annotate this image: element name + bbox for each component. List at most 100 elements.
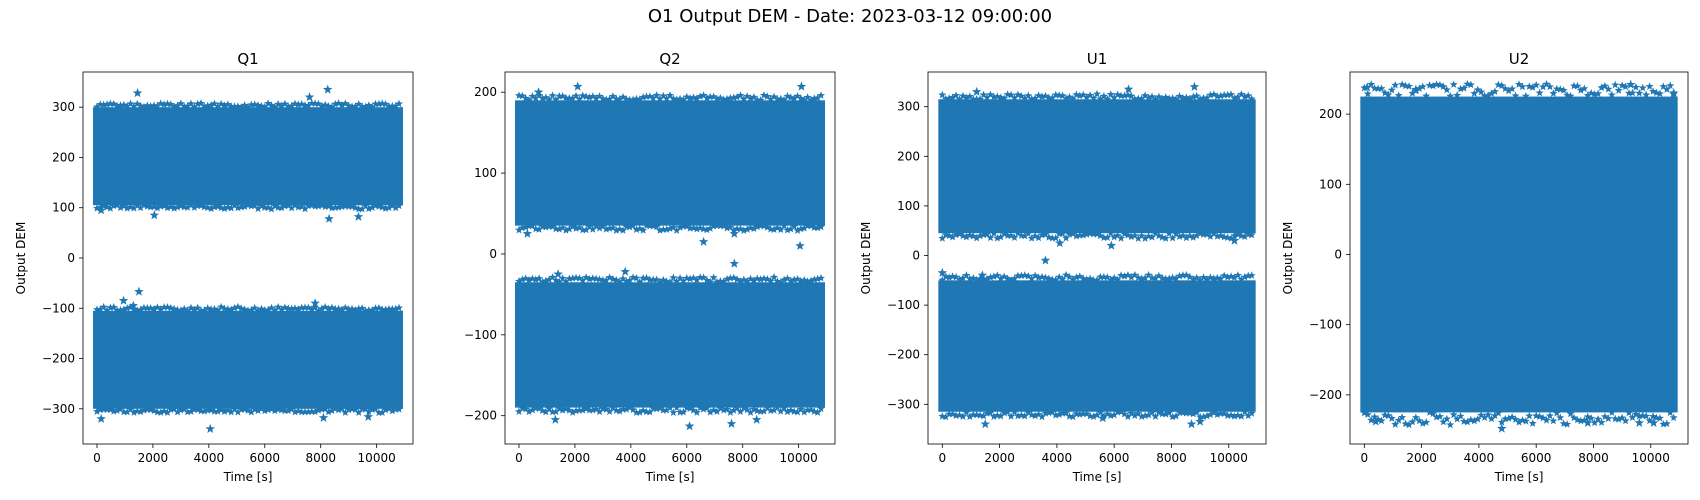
scatter-point (619, 226, 628, 234)
scatter-point (205, 423, 215, 433)
scatter-point (676, 408, 685, 416)
scatter-point (813, 93, 822, 102)
scatter-point (123, 102, 132, 110)
scatter-point (176, 306, 185, 315)
scatter-point (723, 94, 732, 103)
scatter-point (156, 305, 165, 313)
scatter-point (699, 91, 708, 99)
scatter-point (1123, 271, 1132, 279)
scatter-point (1093, 410, 1101, 419)
x-tick-label: 2000 (138, 451, 169, 465)
scatter-point (1161, 410, 1170, 418)
scatter-point (348, 202, 357, 210)
y-tick-label: 300 (897, 100, 920, 114)
scatter-point (358, 404, 367, 413)
scatter-point (525, 96, 534, 104)
scatter-point (1065, 272, 1074, 281)
scatter-point (1614, 86, 1623, 94)
scatter-point (669, 273, 678, 282)
scatter-point (541, 407, 550, 416)
scatter-point (1186, 419, 1197, 429)
y-tick-label: 200 (52, 150, 75, 164)
scatter-point (541, 276, 550, 285)
scatter-point (207, 101, 216, 109)
scatter-point (1034, 273, 1043, 282)
scatter-point (1178, 408, 1187, 417)
y-tick-label: 100 (897, 199, 920, 213)
scatter-point (1435, 412, 1444, 420)
scatter-point (1203, 93, 1211, 102)
scatter-point (220, 204, 229, 213)
scatter-point (1387, 85, 1396, 94)
scatter-point (736, 91, 745, 99)
scatter-point (139, 102, 148, 111)
scatter-point (1515, 417, 1523, 426)
scatter-point (1027, 234, 1036, 242)
scatter-point (746, 274, 755, 283)
scatter-point (672, 403, 681, 412)
scatter-point (958, 231, 967, 240)
scatter-point (1470, 416, 1479, 425)
scatter-point (1192, 408, 1201, 416)
scatter-point (207, 305, 216, 313)
scatter-point (572, 224, 581, 232)
scatter-point (588, 405, 597, 414)
scatter-point (696, 92, 705, 100)
scatter-point (756, 221, 765, 230)
scatter-point (541, 93, 550, 101)
scatter-point (1062, 270, 1071, 279)
plot-area (514, 81, 826, 431)
scatter-point (1148, 92, 1156, 101)
scatter-point (109, 201, 118, 210)
scatter-point (364, 305, 373, 314)
scatter-point (227, 102, 236, 110)
scatter-point (1587, 88, 1596, 97)
scatter-point (381, 99, 390, 108)
scatter-point (1367, 80, 1376, 88)
scatter-point (190, 203, 199, 211)
scatter-band (1360, 96, 1678, 413)
scatter-point (150, 202, 159, 211)
scatter-point (197, 201, 206, 210)
scatter-point (1038, 92, 1046, 101)
scatter-point (615, 407, 624, 415)
scatter-point (1635, 411, 1644, 420)
scatter-point (1182, 408, 1191, 417)
scatter-point (639, 226, 648, 234)
scatter-point (1587, 414, 1596, 422)
scatter-point (1220, 91, 1229, 99)
scatter-point (538, 406, 547, 415)
scatter-point (260, 406, 269, 415)
y-axis-label: Output DEM (859, 222, 873, 295)
scatter-point (287, 304, 296, 313)
scatter-point (1113, 407, 1122, 416)
scatter-point (759, 91, 768, 99)
scatter-point (1137, 412, 1146, 420)
scatter-point (1196, 94, 1205, 103)
scatter-point (1237, 90, 1246, 98)
x-tick-label: 0 (93, 451, 101, 465)
scatter-point (203, 101, 212, 110)
scatter-point (969, 232, 978, 240)
scatter-point (146, 202, 155, 211)
scatter-point (1504, 414, 1513, 422)
scatter-point (655, 94, 664, 103)
scatter-point (1432, 412, 1441, 421)
scatter-point (790, 222, 799, 230)
scatter-point (706, 407, 715, 416)
scatter-point (535, 404, 544, 412)
y-tick-label: 200 (1319, 107, 1342, 121)
scatter-point (521, 223, 530, 231)
scatter-point (639, 274, 648, 282)
scatter-point (1542, 416, 1551, 424)
scatter-point (709, 92, 718, 101)
scatter-point (170, 204, 179, 212)
scatter-point (1055, 410, 1064, 418)
scatter-point (1192, 273, 1201, 282)
scatter-point (317, 405, 326, 413)
scatter-point (1120, 229, 1129, 238)
scatter-point (92, 407, 101, 415)
scatter-point (1000, 408, 1009, 417)
scatter-point (391, 405, 400, 413)
scatter-point (133, 306, 142, 314)
